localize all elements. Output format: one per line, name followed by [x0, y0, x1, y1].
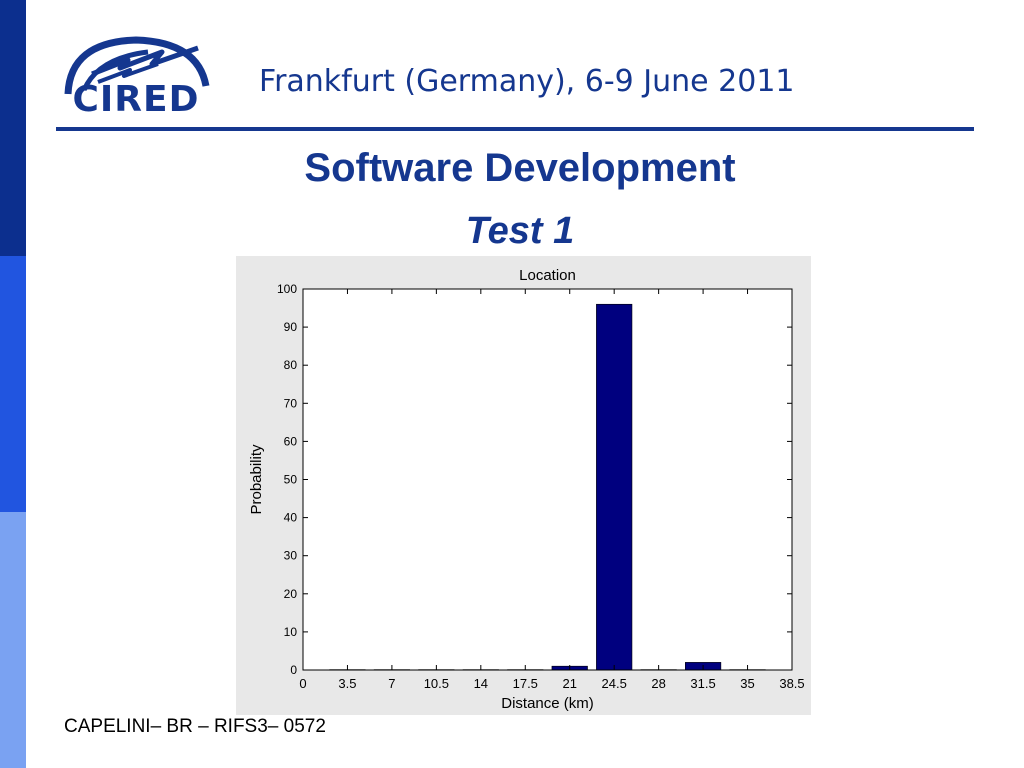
slide-footer: CAPELINI– BR – RIFS3– 0572 — [64, 716, 326, 737]
logo-arc-icon — [64, 36, 210, 95]
x-tick-label-11: 38.5 — [779, 676, 804, 691]
x-axis-label: Distance (km) — [501, 695, 594, 712]
conference-header: Frankfurt (Germany), 6-9 June 2011 — [259, 64, 795, 99]
cired-logo: CIRED — [58, 34, 214, 122]
x-tick-label-10: 35 — [740, 676, 754, 691]
y-tick-label-3: 30 — [284, 549, 298, 563]
slide-subtitle: Test 1 — [465, 210, 575, 252]
y-tick-label-7: 70 — [284, 396, 298, 410]
x-tick-label-2: 7 — [388, 676, 395, 691]
side-strip-top — [0, 0, 26, 256]
plot-frame — [302, 288, 793, 671]
x-tick-label-0: 0 — [299, 676, 306, 691]
logo-text: CIRED — [72, 79, 200, 120]
y-tick-label-8: 80 — [284, 358, 298, 372]
x-tick-label-4: 14 — [474, 676, 488, 691]
x-tick-label-6: 21 — [562, 676, 576, 691]
x-tick-label-1: 3.5 — [338, 676, 356, 691]
bar-chart: 0 10 20 30 40 50 60 70 80 90 100 0 3.5 7 10.5 14 17.5 21 2… — [248, 267, 805, 712]
x-tick-label-3: 10.5 — [424, 676, 449, 691]
x-tick-label-8: 28 — [651, 676, 665, 691]
bar-7 — [596, 303, 633, 671]
slide-title: Software Development — [304, 146, 736, 190]
x-tick-label-5: 17.5 — [513, 676, 538, 691]
chart-container: 0 10 20 30 40 50 60 70 80 90 100 0 3.5 7 10.5 14 17.5 21 2… — [236, 256, 811, 715]
y-tick-label-2: 20 — [284, 587, 298, 601]
header-divider — [56, 127, 974, 131]
chart-title: Location — [519, 267, 576, 284]
chart-figure: 0 10 20 30 40 50 60 70 80 90 100 0 3.5 7 10.5 14 17.5 21 2… — [236, 256, 811, 715]
y-tick-label-10: 100 — [277, 282, 297, 296]
side-strip-middle — [0, 256, 26, 512]
y-tick-label-9: 90 — [284, 320, 298, 334]
y-tick-label-1: 10 — [284, 625, 298, 639]
side-strip-bottom — [0, 512, 26, 768]
x-tick-label-7: 24.5 — [602, 676, 627, 691]
x-tick-label-9: 31.5 — [690, 676, 715, 691]
y-axis-label: Probability — [248, 444, 265, 515]
plot-area — [303, 289, 792, 670]
y-tick-label-5: 50 — [284, 473, 298, 487]
y-tick-label-6: 60 — [284, 434, 298, 448]
y-tick-label-4: 40 — [284, 511, 298, 525]
y-tick-label-0: 0 — [290, 663, 297, 677]
